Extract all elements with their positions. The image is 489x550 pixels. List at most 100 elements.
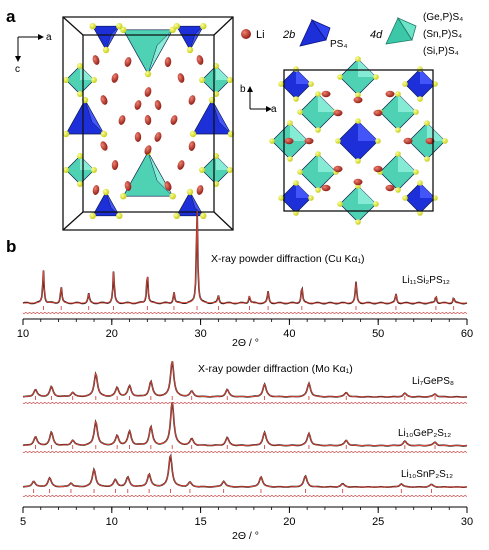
li-atom xyxy=(425,137,435,145)
sulfur-atom xyxy=(189,130,197,138)
sulfur-atom xyxy=(77,181,83,187)
sulfur-atom xyxy=(395,187,401,193)
legend: Li 2b PS₄ 4d (Ge,P)S₄ (Sn,P)S₄ (Si,P)S₄ xyxy=(241,12,463,57)
sulfur-atom xyxy=(293,96,299,102)
li-atom xyxy=(124,57,132,67)
sulfur-atom xyxy=(297,109,303,115)
mixed-tetrahedron-face xyxy=(398,154,416,172)
sulfur-atom xyxy=(173,23,180,30)
li-atom xyxy=(92,185,100,195)
li-atom xyxy=(321,90,331,98)
mixed-tetrahedron xyxy=(122,151,174,197)
li-atom xyxy=(196,185,204,195)
x-tick-label: 30 xyxy=(194,328,206,340)
sulfur-atom xyxy=(355,92,361,98)
xrd-chart-cu: X-ray powder diffraction (Cu Kα₁) Li₁₁Si… xyxy=(17,210,473,349)
li-atom xyxy=(333,109,343,117)
crystal-structure-right xyxy=(269,56,448,225)
li-atom xyxy=(154,132,162,142)
mixed-tetrahedron-face xyxy=(427,123,445,141)
li-atom xyxy=(373,165,383,173)
legend-si-tet: (Si,P)S₄ xyxy=(423,46,459,57)
x-tick-label: 25 xyxy=(372,516,384,528)
sulfur-atom xyxy=(227,167,233,173)
sulfur-atom xyxy=(335,138,341,144)
difference-trace xyxy=(22,450,468,454)
li-atom xyxy=(164,181,172,191)
unit-cell-edge xyxy=(213,16,234,36)
li-atom xyxy=(385,90,395,98)
ps4-tetrahedron-face xyxy=(84,99,105,135)
sulfur-atom xyxy=(337,74,343,80)
li-atom xyxy=(177,160,185,170)
axis-b-label: b xyxy=(240,84,246,95)
sulfur-atom xyxy=(395,127,401,133)
li-atom xyxy=(100,95,108,105)
ps4-tetrahedron-face xyxy=(296,183,311,198)
series-label-li11si2ps12: Li₁₁Si₂PS₁₂ xyxy=(402,275,450,286)
sulfur-atom xyxy=(297,169,303,175)
li-atom xyxy=(353,178,363,186)
series-label-li10snp2s12: Li₁₀SnP₂S₁₂ xyxy=(401,469,453,480)
legend-ge-tet: (Ge,P)S₄ xyxy=(423,12,463,23)
li-atom xyxy=(170,115,178,125)
sulfur-atom xyxy=(77,153,83,159)
x-tick-label: 20 xyxy=(106,328,118,340)
sulfur-atom xyxy=(417,66,423,72)
li-atom xyxy=(92,55,100,65)
sulfur-atom xyxy=(424,156,430,162)
series-label-li10gep2s12: Li₁₀GeP₂S₁₂ xyxy=(398,428,451,439)
li-atom xyxy=(353,96,363,104)
sulfur-atom xyxy=(116,212,123,219)
sulfur-atom xyxy=(315,127,321,133)
sulfur-atom xyxy=(402,81,408,87)
unit-cell-edge xyxy=(62,16,84,36)
sulfur-atom xyxy=(102,46,110,54)
sulfur-atom xyxy=(91,77,97,83)
li-atom xyxy=(111,73,119,83)
axes-indicator-right: b a xyxy=(240,84,277,115)
fitted-trace xyxy=(22,454,467,488)
x-tick-label: 40 xyxy=(283,328,295,340)
observed-trace xyxy=(22,402,468,447)
unit-cell-edge xyxy=(213,211,234,231)
sulfur-atom xyxy=(417,96,423,102)
li-atom xyxy=(144,145,152,155)
sulfur-atom xyxy=(308,195,314,201)
panel-a-label: a xyxy=(6,7,16,26)
ps4-tetrahedron-face xyxy=(420,69,435,84)
mixed-tetrahedron-face xyxy=(398,94,416,112)
legend-site-4d: 4d xyxy=(370,29,383,41)
sulfur-atom xyxy=(413,169,419,175)
li-atom xyxy=(188,95,196,105)
li-atom xyxy=(100,141,108,151)
li-atom xyxy=(385,184,395,192)
fitted-trace xyxy=(22,361,467,398)
ps4-tetrahedron-face xyxy=(105,26,120,51)
axis-a2-label: a xyxy=(271,104,277,115)
li-atom xyxy=(188,141,196,151)
sulfur-atom xyxy=(315,91,321,97)
li-atom xyxy=(124,181,132,191)
chart-cu-title: X-ray powder diffraction (Cu Kα₁) xyxy=(211,253,365,265)
axis-c-arrowhead xyxy=(15,56,21,62)
mixed-tetrahedron-face xyxy=(358,59,376,77)
sulfur-atom xyxy=(278,81,284,87)
sulfur-atom xyxy=(417,180,423,186)
li-atom xyxy=(403,137,413,145)
sulfur-atom xyxy=(91,167,97,173)
mixed-tetrahedron-face xyxy=(358,186,376,204)
li-atom xyxy=(118,115,126,125)
mixed-tetrahedron-face xyxy=(290,123,308,141)
ps4-tetrahedron-face xyxy=(420,183,435,198)
legend-site-2b: 2b xyxy=(282,29,295,41)
fitted-trace xyxy=(23,210,467,304)
sulfur-atom xyxy=(355,56,361,62)
legend-sn-tet: (Sn,P)S₄ xyxy=(423,29,462,40)
ps4-tetrahedron xyxy=(92,25,120,51)
sulfur-atom xyxy=(424,120,430,126)
sulfur-atom xyxy=(355,219,361,225)
x-tick-label: 10 xyxy=(17,328,29,340)
x-tick-label: 10 xyxy=(106,516,118,528)
